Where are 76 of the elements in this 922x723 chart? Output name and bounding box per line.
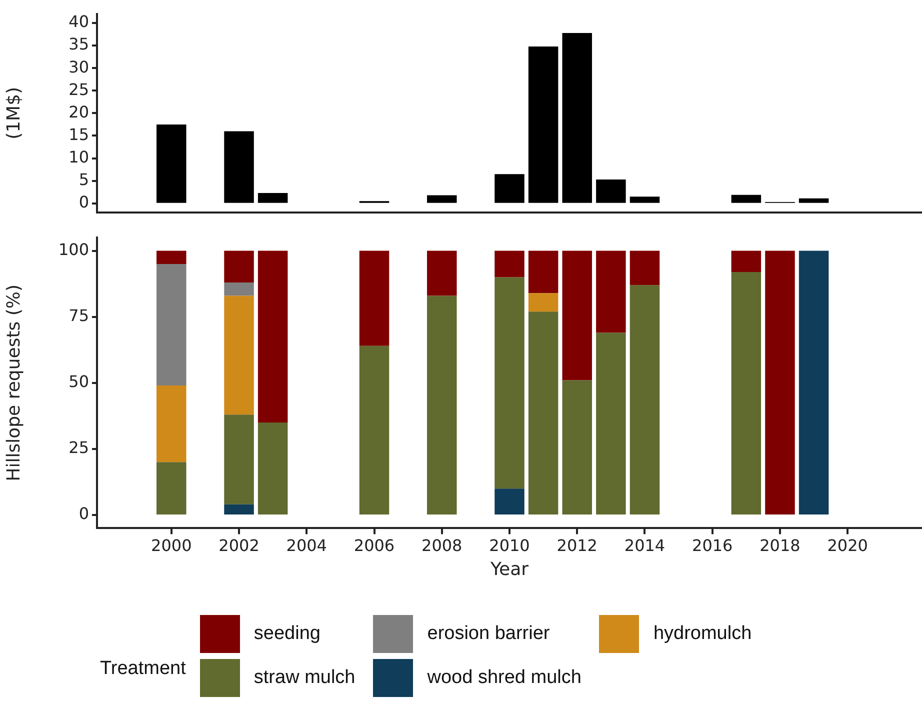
bar [562, 380, 592, 514]
bar [427, 195, 457, 203]
bar [731, 272, 762, 514]
bar [562, 32, 592, 203]
bar [224, 296, 254, 415]
x-tick-label: 2000 [151, 536, 192, 555]
bar [731, 194, 762, 203]
bar [596, 332, 626, 514]
y-tick-label: 100 [58, 240, 89, 259]
y-tick-label: 30 [68, 57, 89, 76]
bar [427, 296, 457, 514]
bar [528, 293, 558, 312]
legend-label: wood shred mulch [427, 667, 582, 689]
bar [359, 250, 390, 346]
bar [596, 179, 626, 203]
bar [798, 198, 829, 203]
x-tick-label: 2016 [692, 536, 733, 555]
y-tick-label: 25 [68, 438, 89, 458]
y-tick-label: 0 [78, 504, 89, 524]
bar [528, 312, 558, 514]
bar [494, 174, 524, 203]
bar [731, 250, 762, 272]
bar [630, 250, 660, 286]
x-tick-label: 2018 [760, 536, 800, 555]
x-tick-label: 2002 [218, 536, 260, 555]
x-axis-title: Year [489, 558, 530, 580]
legend-label: erosion barrier [427, 623, 550, 645]
bar [156, 462, 186, 514]
y-axis-title: Hillslope requests (%) [3, 284, 24, 482]
bar [224, 131, 254, 203]
y-tick-label: 25 [68, 80, 89, 99]
y-tick-label: 35 [68, 34, 89, 54]
y-tick-label: 10 [68, 147, 89, 166]
bar [258, 193, 288, 203]
y-tick-label: 50 [68, 372, 89, 392]
bar [562, 250, 592, 380]
bar [494, 277, 524, 489]
bar [156, 264, 186, 386]
bar [494, 250, 524, 278]
legend-label: hydromulch [653, 623, 752, 645]
bar [765, 250, 795, 514]
x-tick-label: 2020 [827, 536, 868, 555]
x-tick-label: 2010 [489, 536, 530, 555]
bar [528, 46, 558, 203]
bar [596, 250, 626, 333]
legend-label: straw mulch [254, 667, 356, 689]
y-tick-label: 5 [78, 170, 89, 189]
x-tick-label: 2014 [624, 536, 666, 555]
bar [258, 422, 288, 514]
bar [494, 488, 524, 514]
bar [427, 250, 457, 296]
bar [798, 250, 829, 514]
bar [156, 250, 186, 264]
y-tick-label: 15 [68, 124, 89, 144]
bar [258, 250, 288, 423]
bar [224, 414, 254, 504]
x-tick-label: 2004 [286, 536, 327, 555]
y-tick-label: 0 [78, 192, 89, 212]
bar [359, 346, 390, 514]
legend-label: seeding [254, 623, 320, 645]
x-tick-label: 2006 [354, 536, 395, 555]
bar [156, 386, 186, 462]
bar [630, 285, 660, 514]
x-tick-label: 2012 [556, 536, 598, 555]
bar [528, 250, 558, 294]
y-tick-label: 40 [68, 12, 89, 32]
x-tick-label: 2008 [422, 536, 462, 555]
bar [224, 250, 254, 283]
y-tick-label: 75 [68, 306, 89, 326]
y-tick-label: 20 [68, 102, 89, 122]
bar [630, 196, 660, 203]
y-axis-title: (1M$) [3, 86, 24, 140]
bar [224, 282, 254, 296]
bar [224, 504, 254, 514]
bar [156, 124, 186, 203]
legend-title: Treatment [100, 658, 186, 680]
